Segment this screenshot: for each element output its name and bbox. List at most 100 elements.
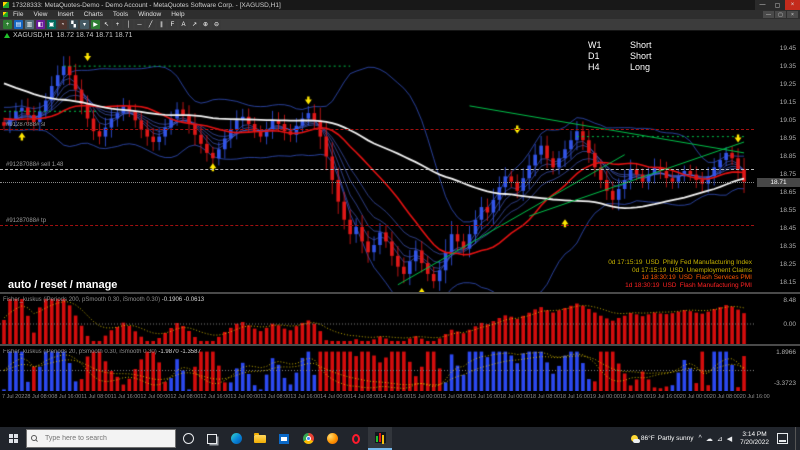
arrows-icon[interactable]: ↗ — [190, 20, 199, 29]
price-axis-label: 19.35 — [780, 63, 796, 70]
menu-view[interactable]: View — [28, 11, 52, 18]
horizontal-line-icon[interactable]: ─ — [135, 20, 144, 29]
menu-help[interactable]: Help — [166, 11, 189, 18]
menu-insert[interactable]: Insert — [52, 11, 78, 18]
task-view-icon — [207, 434, 217, 444]
task-view-icon[interactable] — [200, 427, 224, 450]
bias-timeframe: D1 — [588, 51, 630, 62]
time-axis-label: 20 Jul 00:00 — [680, 394, 710, 427]
file-explorer-icon — [254, 435, 266, 443]
start-button[interactable] — [0, 427, 26, 450]
order-line-label: #91287088# sl — [6, 122, 45, 128]
market-watch-icon[interactable]: ▤ — [14, 20, 23, 29]
window-controls: —▢× — [755, 0, 800, 10]
ea-control-text[interactable]: auto / reset / manage — [8, 279, 117, 291]
window-title: 17328333: MetaQuotes-Demo - Demo Account… — [12, 2, 752, 9]
child-restore-button[interactable]: ▢ — [775, 11, 786, 18]
weather-widget[interactable]: 86°F Partly sunny — [631, 435, 694, 442]
time-axis-label: 12 Jul 08:00 — [170, 394, 200, 427]
zoom-in-icon[interactable]: ⊕ — [201, 20, 210, 29]
strategy-tester-icon[interactable]: ◔ — [58, 20, 67, 29]
cortana-icon — [183, 433, 194, 444]
store-icon — [279, 434, 289, 444]
hidden-icons-chevron[interactable]: ^ — [699, 435, 702, 442]
menu-tools[interactable]: Tools — [108, 11, 133, 18]
time-axis-label: 8 Jul 08:00 — [27, 394, 54, 427]
time-axis-label: 7 Jul 2022 — [2, 394, 27, 427]
timeframe-bias-panel: W1ShortD1ShortH4Long — [588, 40, 652, 73]
store-icon[interactable] — [272, 427, 296, 450]
new-order-icon[interactable]: + — [3, 20, 12, 29]
time-axis-label: 11 Jul 16:00 — [111, 394, 141, 427]
child-close-button[interactable]: × — [787, 11, 798, 18]
network-icon[interactable]: ⊿ — [717, 435, 723, 443]
bias-direction: Long — [630, 62, 650, 73]
zoom-out-icon[interactable]: ⊖ — [212, 20, 221, 29]
fisher-200-axis-zero: 0.00 — [783, 321, 796, 328]
order-line[interactable]: #91287088# sl — [0, 129, 754, 130]
current-price-line — [0, 182, 754, 183]
symbol-icon — [4, 33, 10, 38]
autotrading-icon[interactable]: ▶ — [91, 20, 100, 29]
trendline-icon[interactable]: ╱ — [146, 20, 155, 29]
opera-icon — [352, 434, 360, 444]
channel-icon[interactable]: ∥ — [157, 20, 166, 29]
child-minimize-button[interactable]: — — [763, 11, 774, 18]
text-icon[interactable]: A — [179, 20, 188, 29]
fisher-200-canvas[interactable] — [0, 296, 754, 346]
crosshair-icon[interactable]: + — [113, 20, 122, 29]
opera-icon[interactable] — [344, 427, 368, 450]
menu-file[interactable]: File — [8, 11, 28, 18]
bias-timeframe: H4 — [588, 62, 630, 73]
firefox-icon[interactable] — [320, 427, 344, 450]
vertical-line-icon[interactable]: │ — [124, 20, 133, 29]
onedrive-icon[interactable]: ☁ — [706, 435, 713, 443]
price-axis-label: 18.25 — [780, 261, 796, 268]
fisher-200-panel: Fisher_kuskus (iPeriods 200, pSmooth 0.3… — [0, 292, 800, 346]
volume-icon[interactable]: ◀ — [727, 435, 732, 443]
navigator-icon[interactable]: ◧ — [36, 20, 45, 29]
time-axis-label: 14 Jul 08:00 — [350, 394, 380, 427]
close-button[interactable]: × — [785, 0, 800, 10]
child-window-controls: —▢× — [763, 11, 800, 18]
action-center-icon[interactable] — [777, 433, 788, 444]
clock-time: 3:14 PM — [740, 431, 769, 439]
maximize-button[interactable]: ▢ — [770, 0, 785, 10]
news-event: 0d 17:15:19 USD Philly Fed Manufacturing… — [608, 259, 752, 267]
fisher-200-title: Fisher_kuskus (iPeriods 200, pSmooth 0.3… — [3, 297, 160, 303]
menu-items: FileViewInsertChartsToolsWindowHelp — [8, 11, 190, 18]
time-axis-label: 19 Jul 00:00 — [590, 394, 620, 427]
app-icon — [3, 2, 9, 8]
edge-icon[interactable] — [224, 427, 248, 450]
menu-charts[interactable]: Charts — [79, 11, 108, 18]
terminal-icon[interactable]: ▣ — [47, 20, 56, 29]
fisher-20-label: Fisher_kuskus (iPeriods 20, pSmooth 0.30… — [3, 349, 201, 355]
time-axis-label: 15 Jul 08:00 — [440, 394, 470, 427]
minimize-button[interactable]: — — [755, 0, 770, 10]
price-axis-label: 18.35 — [780, 243, 796, 250]
taskbar-search[interactable] — [26, 429, 176, 448]
price-axis-label: 18.65 — [780, 189, 796, 196]
profiles-icon[interactable]: ▾ — [80, 20, 89, 29]
fibonacci-icon[interactable]: F — [168, 20, 177, 29]
order-line[interactable]: #91287088# sell 1.48 — [0, 169, 754, 170]
file-explorer-icon[interactable] — [248, 427, 272, 450]
time-axis-label: 19 Jul 16:00 — [650, 394, 680, 427]
search-input[interactable] — [43, 434, 171, 443]
metatrader-window: 17328333: MetaQuotes-Demo - Demo Account… — [0, 0, 800, 450]
current-price-badge: 18.71 — [757, 178, 800, 187]
cortana-icon[interactable] — [176, 427, 200, 450]
metatrader-icon[interactable] — [368, 427, 392, 450]
order-line[interactable]: #91287088# tp — [0, 225, 754, 226]
taskbar-clock[interactable]: 3:14 PM 7/20/2022 — [737, 431, 772, 447]
menu-window[interactable]: Window — [133, 11, 166, 18]
windows-logo-icon — [9, 434, 18, 443]
data-window-icon[interactable]: ▥ — [25, 20, 34, 29]
metatrader-icon — [375, 432, 386, 443]
ohlc-values: 18.72 18.74 18.71 18.71 — [56, 32, 132, 39]
show-desktop-button[interactable] — [795, 427, 799, 450]
new-chart-icon[interactable]: ▚ — [69, 20, 78, 29]
chrome-icon[interactable] — [296, 427, 320, 450]
cursor-icon[interactable]: ↖ — [102, 20, 111, 29]
chrome-icon — [303, 433, 314, 444]
